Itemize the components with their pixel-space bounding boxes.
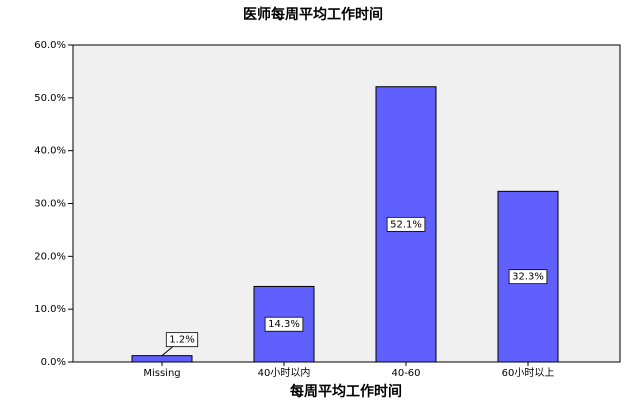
y-tick-label: 60.0% xyxy=(34,40,66,51)
y-tick-label: 0.0% xyxy=(41,357,66,368)
value-label-box xyxy=(508,269,548,285)
label-leader xyxy=(161,345,175,357)
y-tick-label: 10.0% xyxy=(34,304,66,315)
value-label: 1.2% xyxy=(169,335,194,346)
x-tick-label: Missing xyxy=(143,368,180,379)
value-label: 14.3% xyxy=(268,319,300,330)
y-tick-label: 20.0% xyxy=(34,251,66,262)
x-tick-label: 60小时以上 xyxy=(502,367,555,379)
value-label-box xyxy=(386,216,426,232)
bar xyxy=(131,355,193,363)
x-axis-label: 每周平均工作时间 xyxy=(290,383,402,400)
y-tick-label: 30.0% xyxy=(34,199,66,210)
x-tick-label: 40小时以内 xyxy=(258,366,311,379)
value-label: 32.3% xyxy=(512,272,544,283)
x-tick-label: 40-60 xyxy=(391,368,420,379)
value-label-box xyxy=(264,316,304,332)
y-tick-label: 50.0% xyxy=(34,93,66,104)
value-label: 52.1% xyxy=(390,219,422,230)
chart-title: 医师每周平均工作时间 xyxy=(243,6,383,23)
value-label-box xyxy=(165,332,199,348)
y-tick-label: 40.0% xyxy=(34,146,66,157)
